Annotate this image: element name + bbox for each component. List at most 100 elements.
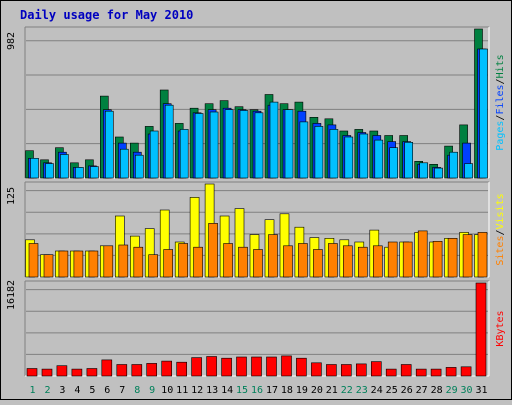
bar-pages-day-29 xyxy=(449,151,458,179)
bar-kbytes-day-7 xyxy=(116,364,128,377)
panel-1: 982 Pages/Files/Hits xyxy=(6,26,506,179)
bar-pages-day-30 xyxy=(464,163,473,179)
bar-kbytes-day-21 xyxy=(326,364,337,377)
x-tick-label-day-31: 31 xyxy=(475,385,487,396)
bar-pages-day-10 xyxy=(164,104,174,179)
x-tick-label-day-27: 27 xyxy=(416,385,428,396)
bar-pages-day-31 xyxy=(479,48,488,179)
bar-sites-day-6 xyxy=(103,245,114,278)
legend-item: Files xyxy=(495,84,506,114)
bar-pages-day-14 xyxy=(224,109,234,179)
x-tick-label-day-7: 7 xyxy=(119,385,125,396)
bar-sites-day-4 xyxy=(73,250,84,278)
legend-item: Hits xyxy=(495,54,506,78)
bar-sites-day-5 xyxy=(88,250,99,278)
legend-item: KBytes xyxy=(495,310,506,346)
bar-sites-day-18 xyxy=(283,245,293,278)
x-tick-label-day-2: 2 xyxy=(44,385,50,396)
bar-sites-day-13 xyxy=(208,223,218,278)
x-tick-label-day-16: 16 xyxy=(251,385,263,396)
bar-pages-day-5 xyxy=(90,166,99,179)
bar-kbytes-day-30 xyxy=(460,366,472,377)
legend-separator: / xyxy=(495,115,506,121)
bar-sites-day-11 xyxy=(178,243,188,278)
legend-separator: / xyxy=(495,229,506,235)
bar-kbytes-day-16 xyxy=(251,356,262,377)
y-max-label: 982 xyxy=(6,32,17,50)
panel-2: 125 Sites/Visits xyxy=(6,181,506,278)
bar-kbytes-day-31 xyxy=(475,282,487,377)
bar-pages-day-26 xyxy=(404,142,414,179)
x-tick-label-day-13: 13 xyxy=(206,385,218,396)
legend-item: Sites xyxy=(495,236,506,266)
bar-pages-day-8 xyxy=(135,154,144,179)
bar-pages-day-9 xyxy=(149,130,159,179)
x-tick-label-day-17: 17 xyxy=(266,385,278,396)
bar-sites-day-23 xyxy=(357,246,368,278)
x-tick-label-day-18: 18 xyxy=(281,385,293,396)
bar-kbytes-day-22 xyxy=(340,364,352,377)
bar-sites-day-17 xyxy=(268,234,278,278)
bar-kbytes-day-4 xyxy=(71,368,83,377)
bar-kbytes-day-15 xyxy=(236,356,247,377)
x-tick-label-day-29: 29 xyxy=(446,385,458,396)
bar-pages-day-2 xyxy=(45,163,54,179)
bar-pages-day-23 xyxy=(359,133,369,179)
bar-sites-day-7 xyxy=(118,244,129,278)
x-tick-label-day-1: 1 xyxy=(29,385,35,396)
bar-kbytes-day-12 xyxy=(191,357,202,377)
x-tick-label-day-3: 3 xyxy=(59,385,65,396)
x-tick-label-day-22: 22 xyxy=(341,385,353,396)
legend: KBytes xyxy=(495,310,506,346)
bar-sites-day-14 xyxy=(223,243,233,278)
bar-kbytes-day-5 xyxy=(86,368,98,377)
bar-kbytes-day-9 xyxy=(146,363,157,377)
bar-sites-day-15 xyxy=(238,246,248,278)
bar-kbytes-day-8 xyxy=(131,364,143,377)
bar-sites-day-20 xyxy=(313,249,323,278)
bar-sites-day-12 xyxy=(193,246,203,278)
chart-title: Daily usage for May 2010 xyxy=(20,8,193,22)
bar-pages-day-11 xyxy=(179,129,189,179)
bar-kbytes-day-10 xyxy=(161,360,172,377)
legend: Sites/Visits xyxy=(495,193,506,265)
bar-kbytes-day-20 xyxy=(311,362,322,377)
bar-kbytes-day-29 xyxy=(445,367,457,377)
bar-sites-day-21 xyxy=(328,243,338,278)
x-tick-label-day-14: 14 xyxy=(221,385,233,396)
legend-separator: / xyxy=(495,78,506,84)
bar-pages-day-19 xyxy=(299,121,309,179)
bar-pages-day-20 xyxy=(314,126,324,179)
bar-pages-day-24 xyxy=(374,139,384,179)
bar-sites-day-8 xyxy=(133,246,144,278)
bar-sites-day-2 xyxy=(43,254,54,278)
x-tick-label-day-20: 20 xyxy=(311,385,323,396)
bar-kbytes-day-1 xyxy=(26,368,38,377)
bar-kbytes-day-26 xyxy=(400,364,412,377)
bar-kbytes-day-3 xyxy=(56,365,68,377)
x-tick-label-day-11: 11 xyxy=(176,385,188,396)
bar-kbytes-day-28 xyxy=(430,368,442,377)
x-tick-label-day-10: 10 xyxy=(161,385,173,396)
bar-pages-day-22 xyxy=(344,136,354,179)
bar-pages-day-1 xyxy=(30,158,39,179)
bar-kbytes-day-13 xyxy=(206,356,217,377)
bar-sites-day-16 xyxy=(253,249,263,278)
bar-sites-day-1 xyxy=(28,243,39,278)
bar-sites-day-10 xyxy=(163,249,173,278)
bar-sites-day-19 xyxy=(298,243,308,278)
x-tick-label-day-25: 25 xyxy=(386,385,398,396)
bar-kbytes-day-23 xyxy=(355,363,367,377)
x-tick-label-day-23: 23 xyxy=(356,385,368,396)
x-tick-label-day-30: 30 xyxy=(460,385,472,396)
bar-sites-day-30 xyxy=(462,234,473,278)
bar-pages-day-4 xyxy=(75,167,84,179)
x-tick-label-day-8: 8 xyxy=(134,385,140,396)
panel-3: 16182 KBytes xyxy=(6,280,506,377)
bar-kbytes-day-24 xyxy=(370,361,382,377)
bar-sites-day-9 xyxy=(148,254,158,278)
x-tick-label-day-15: 15 xyxy=(236,385,248,396)
bar-pages-day-18 xyxy=(284,109,294,179)
legend: Pages/Files/Hits xyxy=(495,54,506,150)
